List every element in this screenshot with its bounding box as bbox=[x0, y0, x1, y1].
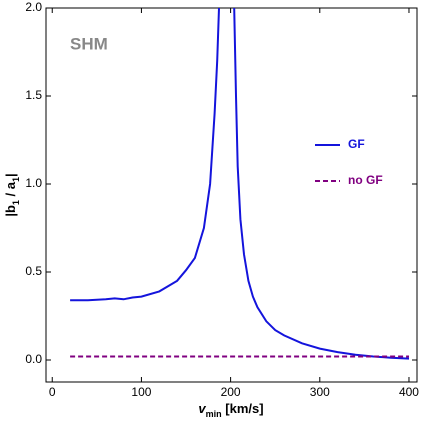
annotation: SHM bbox=[70, 34, 108, 53]
label-part: v bbox=[198, 401, 206, 416]
legend-label: no GF bbox=[348, 173, 383, 187]
plot-frame bbox=[45, 7, 418, 383]
label-part: 1 bbox=[11, 200, 21, 205]
x-tick-label: 400 bbox=[399, 385, 419, 399]
y-axis-label: |b1 / a1| bbox=[3, 173, 21, 216]
x-tick-label: 200 bbox=[221, 385, 241, 399]
y-tick-label: 1.5 bbox=[25, 88, 42, 102]
label-part: |b bbox=[3, 205, 18, 217]
x-tick-label: 0 bbox=[49, 385, 56, 399]
y-tick-label: 0.5 bbox=[25, 264, 42, 278]
y-tick-label: 2.0 bbox=[25, 0, 42, 14]
label-part: | bbox=[3, 173, 18, 177]
x-axis-label: vmin [km/s] bbox=[198, 401, 263, 419]
label-part: [km/s] bbox=[222, 401, 264, 416]
x-tick-label: 300 bbox=[310, 385, 330, 399]
label-part: / a bbox=[3, 181, 18, 200]
x-tick-label: 100 bbox=[131, 385, 151, 399]
series-line bbox=[70, 8, 410, 360]
label-part: 1 bbox=[11, 177, 21, 182]
label-part: min bbox=[206, 409, 222, 419]
y-tick-label: 1.0 bbox=[25, 176, 42, 190]
legend-label: GF bbox=[348, 137, 365, 151]
plot-lines bbox=[70, 8, 410, 360]
y-tick-label: 0.0 bbox=[25, 352, 42, 366]
